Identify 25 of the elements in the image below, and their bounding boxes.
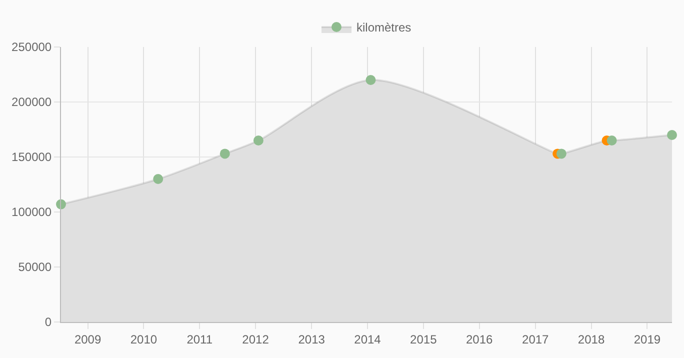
x-tick-label: 2016: [466, 332, 493, 346]
point: [606, 136, 617, 146]
y-tick-label: 100000: [12, 205, 52, 220]
y-tick-label: 50000: [18, 260, 52, 274]
y-tick-label: 250000: [12, 40, 52, 54]
point: [253, 136, 264, 146]
y-tick-label: 200000: [12, 95, 52, 110]
x-tick-label: 2018: [578, 332, 605, 346]
x-tick-label: 2012: [242, 332, 270, 346]
y-tick-label: 150000: [12, 150, 52, 164]
x-tick-label: 2010: [130, 332, 158, 346]
point: [556, 148, 566, 159]
x-tick-label: 2009: [74, 332, 102, 346]
x-tick-label: 2013: [298, 332, 326, 346]
point: [220, 148, 230, 159]
x-tick-label: 2019: [634, 332, 661, 346]
x-tick-label: 2014: [354, 332, 382, 346]
point: [153, 174, 164, 184]
point: [366, 75, 376, 85]
x-tick-label: 2011: [186, 332, 213, 346]
x-tick-label: 2017: [522, 332, 550, 346]
point: [667, 130, 677, 140]
y-tick-label: 0: [44, 315, 52, 330]
x-tick-label: 2015: [410, 332, 438, 346]
legend-label: kilomètres: [356, 20, 412, 35]
